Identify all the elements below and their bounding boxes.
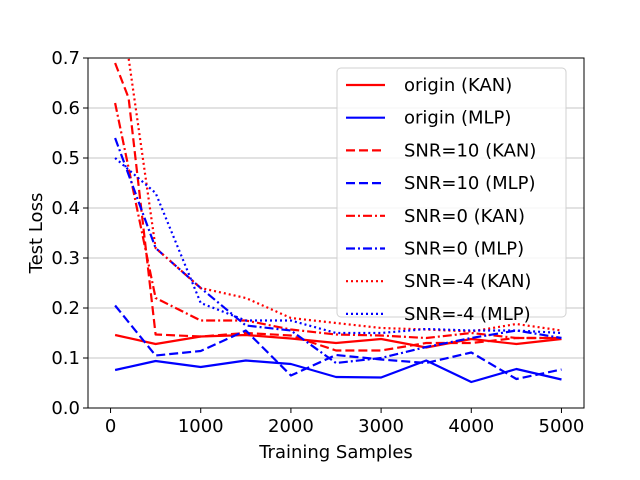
series-lines: [114, 58, 562, 384]
x-tick-label: 4000: [448, 416, 494, 437]
legend-label-origin-mlp: origin (MLP): [404, 108, 511, 129]
series-line-snr-0-kan: [114, 102, 562, 340]
legend-label-snr-4-mlp: SNR=-4 (MLP): [404, 304, 531, 325]
series-line-origin-kan: [114, 333, 562, 349]
series-line-snr-10-kan: [114, 62, 562, 352]
y-tick-label: 0.5: [51, 148, 80, 169]
legend-label-snr-10-kan: SNR=10 (KAN): [404, 140, 536, 161]
series-line-snr-10-mlp: [114, 304, 562, 381]
legend-label-snr-4-kan: SNR=-4 (KAN): [404, 271, 531, 292]
y-tick-label: 0.6: [51, 98, 80, 119]
series-line-origin-mlp: [114, 359, 562, 384]
legend-label-snr-10-mlp: SNR=10 (MLP): [404, 173, 536, 194]
y-tick-label: 0.2: [51, 298, 80, 319]
y-tick-label: 0.7: [51, 48, 80, 69]
plot-frame: [87, 57, 585, 409]
x-axis-label: Training Samples: [258, 442, 413, 463]
y-tick-label: 0.3: [51, 248, 80, 269]
legend: origin (KAN) origin (MLP) SNR=10 (KAN) SNR=…: [336, 67, 567, 325]
legend-label-snr-0-mlp: SNR=0 (MLP): [404, 239, 524, 260]
y-tick-label: 0.1: [51, 348, 80, 369]
y-axis-label: Test Loss: [26, 193, 47, 275]
x-tick-label: 3000: [358, 416, 404, 437]
x-tick-label: 0: [105, 416, 116, 437]
x-tick-label: 1000: [178, 416, 224, 437]
y-tick-label: 0.4: [51, 198, 80, 219]
legend-label-origin-kan: origin (KAN): [404, 75, 512, 96]
legend-label-snr-0-kan: SNR=0 (KAN): [404, 206, 525, 227]
x-tick-label: 5000: [539, 416, 585, 437]
legend-box: [336, 67, 567, 318]
y-tick-label: 0.0: [51, 398, 80, 419]
x-tick-label: 2000: [268, 416, 314, 437]
axis-ticks: 0.0 0.1 0.2 0.3 0.4 0.5 0.6 0.7 0 1000 2000 3000 400…: [51, 48, 584, 437]
